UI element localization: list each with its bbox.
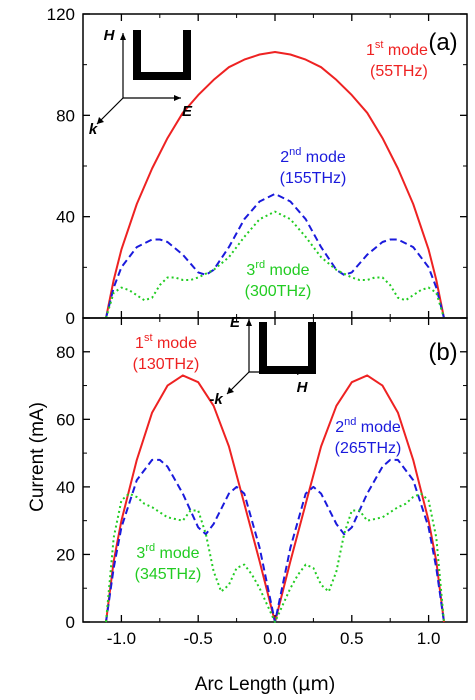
x-tick-label: -0.5 [184,629,213,648]
series-line-mode-1 [105,51,445,319]
series-label-mode-2: 2nd mode [335,416,401,436]
series-frequency-label-mode-1: (130THz) [133,356,200,373]
panel-a: 0 40 80 120 1st mode (55THz) 2nd mode (155THz) 3… [47,5,468,328]
x-tick-label: 0.5 [340,629,364,648]
series-line-mode-3 [105,492,445,623]
arrow-diagonal-icon [227,387,234,394]
series-label-mode-2: 2nd mode [280,146,346,166]
series-line-mode-2 [105,192,445,319]
y-tick-label: 20 [56,545,75,564]
y-tick-label: 40 [56,208,75,227]
inset-horizontal-field-label: E [182,103,193,120]
y-axis-label: Current (mA) [27,402,48,512]
arrow-up-icon [246,319,252,326]
inset-horizontal-field-label: H [297,379,309,396]
x-axis-label-suffix: ) [329,674,335,695]
series-line-mode-2 [105,458,445,623]
series-frequency-label-mode-2: (155THz) [280,170,347,187]
series-line-mode-3 [105,210,445,319]
x-axis-label-prefix: Arc Length ( [195,674,299,695]
arrow-right-icon [174,95,181,101]
y-tick-label: 60 [56,410,75,429]
inset-wave-vector-label: -k [209,391,223,408]
arrow-diagonal-icon [97,117,104,124]
arrow-right-icon [297,369,304,375]
series-frequency-label-mode-3: (345THz) [135,566,202,583]
y-tick-label: 80 [56,106,75,125]
series-label-mode-1: 1st mode [366,39,428,59]
series-frequency-label-mode-2: (265THz) [335,440,402,457]
x-axis-label-unit: μm [298,673,329,695]
x-tick-label: 0.0 [263,629,287,648]
y-tick-label: 80 [56,343,75,362]
series-frequency-label-mode-1: (55THz) [370,63,428,80]
inset-vertical-field-label: H [104,27,116,44]
panel-letter-b: (b) [428,339,457,366]
x-tick-label: -1.0 [107,629,136,648]
y-tick-label: 40 [56,478,75,497]
series-label-mode-3: 3rd mode [136,542,199,562]
series-line-mode-1 [105,374,445,623]
waveguide-u-shape-icon [259,322,316,374]
arrow-up-icon [120,33,126,40]
x-axis-label: Arc Length (μm) [195,673,335,695]
y-tick-label: 120 [47,5,75,24]
inset-vertical-field-label: E [230,314,241,331]
waveguide-u-shape-icon [133,30,191,80]
series-frequency-label-mode-3: (300THz) [245,283,312,300]
series-label-mode-3: 3rd mode [246,259,309,279]
x-tick-label: 1.0 [417,629,441,648]
panel-b: 0 20 40 60 80 -1.0 -0.5 0.0 0.5 1.0 1st mode (130TH… [56,314,468,648]
inset-wave-vector-label: k [89,121,98,138]
y-tick-label: 0 [66,309,75,328]
series-label-mode-1: 1st mode [135,332,197,352]
panel-letter-a: (a) [428,29,457,56]
y-tick-label: 0 [66,613,75,632]
